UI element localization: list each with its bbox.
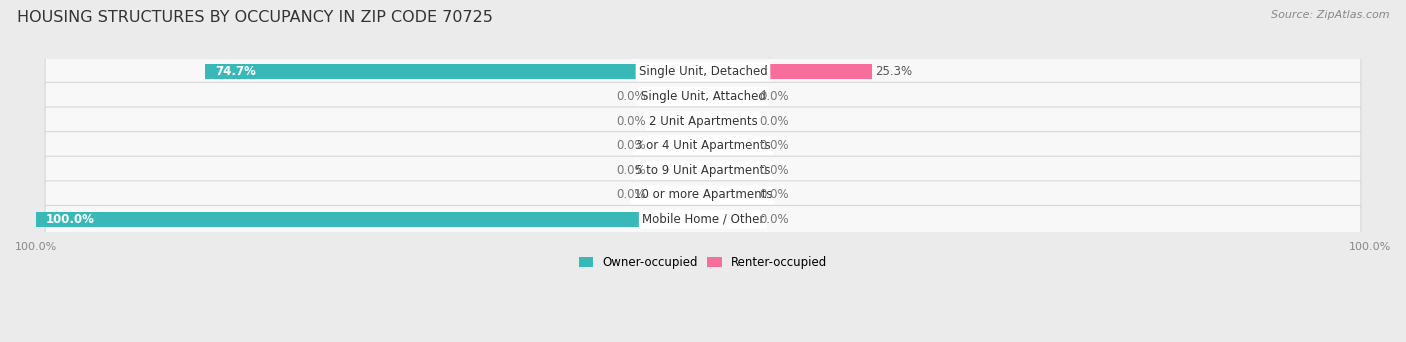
Text: 5 to 9 Unit Apartments: 5 to 9 Unit Apartments (636, 164, 770, 177)
Bar (650, 89, 703, 104)
Text: 0.0%: 0.0% (759, 188, 789, 201)
Text: 10 or more Apartments: 10 or more Apartments (634, 188, 772, 201)
Bar (703, 64, 872, 79)
Text: 0.0%: 0.0% (617, 188, 647, 201)
Text: 0.0%: 0.0% (759, 213, 789, 226)
Text: 0.0%: 0.0% (759, 139, 789, 152)
FancyBboxPatch shape (45, 206, 1361, 234)
Text: 74.7%: 74.7% (215, 65, 256, 78)
Bar (650, 138, 703, 153)
Bar (703, 212, 756, 227)
Text: 0.0%: 0.0% (759, 115, 789, 128)
Text: 0.0%: 0.0% (759, 164, 789, 177)
Bar (205, 64, 703, 79)
Text: 0.0%: 0.0% (617, 139, 647, 152)
FancyBboxPatch shape (45, 156, 1361, 184)
Bar (703, 138, 756, 153)
Text: 100.0%: 100.0% (46, 213, 96, 226)
Bar (703, 187, 756, 202)
Bar (650, 163, 703, 178)
Legend: Owner-occupied, Renter-occupied: Owner-occupied, Renter-occupied (574, 252, 832, 274)
FancyBboxPatch shape (45, 58, 1361, 86)
Bar (37, 212, 703, 227)
Text: 25.3%: 25.3% (875, 65, 912, 78)
Text: HOUSING STRUCTURES BY OCCUPANCY IN ZIP CODE 70725: HOUSING STRUCTURES BY OCCUPANCY IN ZIP C… (17, 10, 492, 25)
Text: 3 or 4 Unit Apartments: 3 or 4 Unit Apartments (636, 139, 770, 152)
Bar (650, 187, 703, 202)
Text: Source: ZipAtlas.com: Source: ZipAtlas.com (1271, 10, 1389, 20)
Bar (650, 114, 703, 129)
FancyBboxPatch shape (45, 132, 1361, 160)
Bar (703, 114, 756, 129)
Text: 2 Unit Apartments: 2 Unit Apartments (648, 115, 758, 128)
Bar (703, 89, 756, 104)
Bar (703, 163, 756, 178)
Text: 0.0%: 0.0% (759, 90, 789, 103)
Text: 0.0%: 0.0% (617, 90, 647, 103)
Text: Single Unit, Attached: Single Unit, Attached (641, 90, 765, 103)
FancyBboxPatch shape (45, 181, 1361, 209)
FancyBboxPatch shape (45, 107, 1361, 135)
Text: 0.0%: 0.0% (617, 115, 647, 128)
Text: 0.0%: 0.0% (617, 164, 647, 177)
Text: Single Unit, Detached: Single Unit, Detached (638, 65, 768, 78)
FancyBboxPatch shape (45, 82, 1361, 110)
Text: Mobile Home / Other: Mobile Home / Other (641, 213, 765, 226)
